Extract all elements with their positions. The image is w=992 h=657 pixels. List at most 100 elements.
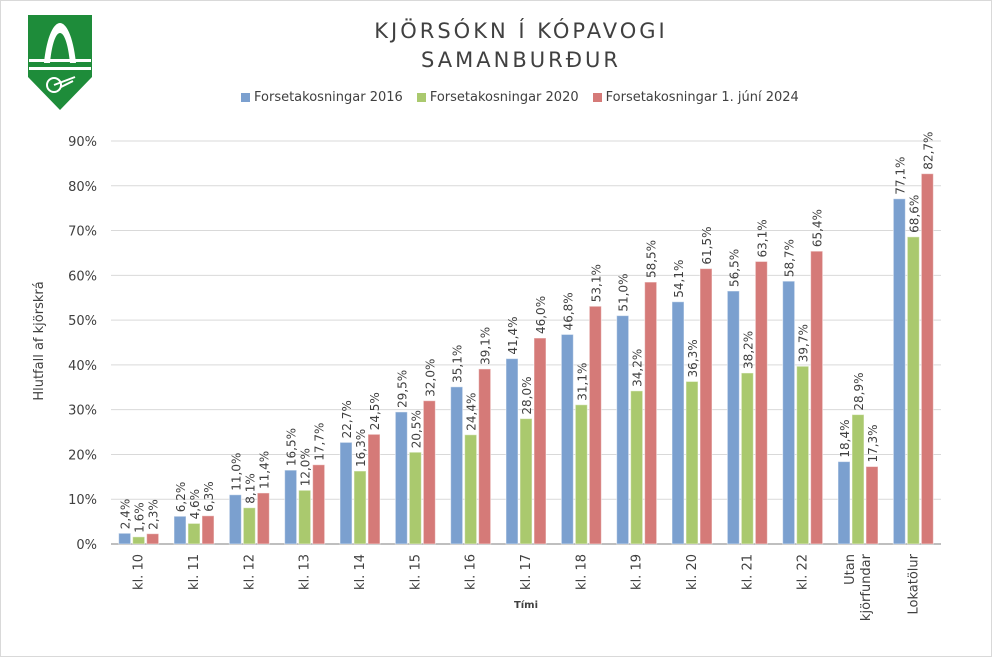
x-tick-label: kl. 18	[574, 554, 589, 590]
bar	[865, 466, 879, 545]
bar	[740, 372, 754, 545]
data-label: 16,3%	[354, 429, 368, 467]
data-label: 36,3%	[686, 339, 700, 377]
x-tick-label: Utan	[843, 554, 858, 585]
bar	[616, 315, 630, 545]
x-axis-title: Tími	[514, 599, 538, 611]
data-label: 24,5%	[368, 392, 382, 430]
legend-item-2016: Forsetakosningar 2016	[241, 90, 403, 105]
x-tick-label: kl. 20	[685, 554, 700, 590]
y-tick-label: 30%	[68, 404, 97, 419]
bar	[146, 533, 160, 545]
y-tick-label: 50%	[68, 314, 97, 329]
bar	[671, 301, 685, 545]
bar	[533, 337, 547, 545]
data-label: 28,9%	[852, 372, 866, 410]
data-label: 58,5%	[645, 240, 659, 278]
y-tick-label: 10%	[68, 493, 97, 508]
x-tick-label: kl. 11	[187, 554, 202, 590]
bar	[367, 433, 381, 545]
legend-item-2020: Forsetakosningar 2020	[416, 90, 579, 105]
bar	[782, 280, 796, 545]
data-label: 39,7%	[797, 324, 811, 362]
bar	[201, 515, 215, 545]
data-label: 6,3%	[202, 481, 216, 512]
title-line: KJÖRSÓKN Í KÓPAVOGI	[374, 19, 668, 43]
bar	[726, 290, 740, 545]
bar	[450, 386, 464, 545]
x-tick-label: kl. 21	[740, 554, 755, 590]
data-label: 17,3%	[866, 424, 880, 462]
y-axis-title: Hlutfall af kjörskrá	[32, 281, 47, 400]
data-label: 34,2%	[631, 349, 645, 387]
y-tick-label: 60%	[68, 269, 97, 284]
data-label: 28,0%	[520, 376, 534, 414]
bar	[754, 260, 768, 545]
y-tick-label: 70%	[68, 225, 97, 240]
bar	[851, 414, 865, 545]
bar	[685, 380, 699, 545]
legend-swatch	[592, 93, 602, 102]
bar	[298, 489, 312, 545]
bar	[588, 305, 602, 545]
bar	[339, 441, 353, 545]
bar	[422, 400, 436, 545]
bar	[478, 368, 492, 545]
data-label: 17,7%	[313, 423, 327, 461]
legend-label: Forsetakosningar 2016	[254, 90, 403, 105]
data-label: 38,2%	[741, 331, 755, 369]
data-label: 8,1%	[243, 473, 257, 503]
data-label: 39,1%	[479, 327, 493, 365]
bar	[256, 492, 270, 545]
data-label: 51,0%	[617, 274, 631, 312]
bar	[464, 434, 478, 545]
x-tick-label: kl. 22	[796, 554, 811, 590]
data-label: 35,1%	[451, 345, 465, 383]
data-label: 41,4%	[506, 316, 520, 354]
bar	[920, 173, 934, 545]
x-tick-label: kl. 16	[464, 554, 479, 590]
x-tick-label: kl. 12	[242, 554, 257, 590]
data-label: 56,5%	[727, 249, 741, 287]
bar	[644, 281, 658, 545]
bar	[118, 532, 132, 545]
data-label: 61,5%	[700, 226, 714, 264]
data-label: 68,6%	[907, 195, 921, 233]
data-label: 63,1%	[755, 219, 769, 257]
data-label: 20,5%	[409, 410, 423, 448]
data-label: 2,3%	[147, 499, 161, 530]
bar	[187, 522, 201, 545]
data-label: 11,0%	[229, 453, 243, 491]
data-label: 77,1%	[893, 157, 907, 195]
data-label: 22,7%	[340, 400, 354, 438]
data-label: 1,6%	[133, 502, 147, 533]
data-label: 12,0%	[299, 448, 313, 486]
bar	[408, 451, 422, 545]
data-label: 6,2%	[174, 482, 188, 513]
bar	[228, 494, 242, 545]
bar	[796, 365, 810, 545]
x-tick-label: kl. 13	[298, 554, 313, 590]
bar	[505, 358, 519, 545]
bar	[242, 507, 256, 545]
x-tick-label: Lokatölur	[906, 553, 921, 614]
data-label: 82,7%	[921, 132, 935, 170]
bar	[574, 404, 588, 545]
legend-swatch	[241, 93, 250, 102]
legend-item-2024: Forsetakosningar 1. júní 2024	[592, 90, 799, 105]
x-tick-label: kl. 15	[408, 554, 423, 590]
y-tick-label: 80%	[68, 180, 97, 195]
legend: Forsetakosningar 2016 Forsetakosningar 2…	[241, 90, 799, 105]
data-label: 18,4%	[838, 419, 852, 457]
data-label: 16,5%	[285, 428, 299, 466]
bar	[906, 236, 920, 545]
bar	[630, 390, 644, 545]
data-label: 54,1%	[672, 260, 686, 298]
bar	[132, 536, 146, 545]
data-label: 29,5%	[395, 370, 409, 408]
bar	[560, 333, 574, 545]
bar	[173, 515, 187, 545]
x-tick-label: kjörfundar	[859, 553, 874, 621]
bar	[394, 411, 408, 545]
